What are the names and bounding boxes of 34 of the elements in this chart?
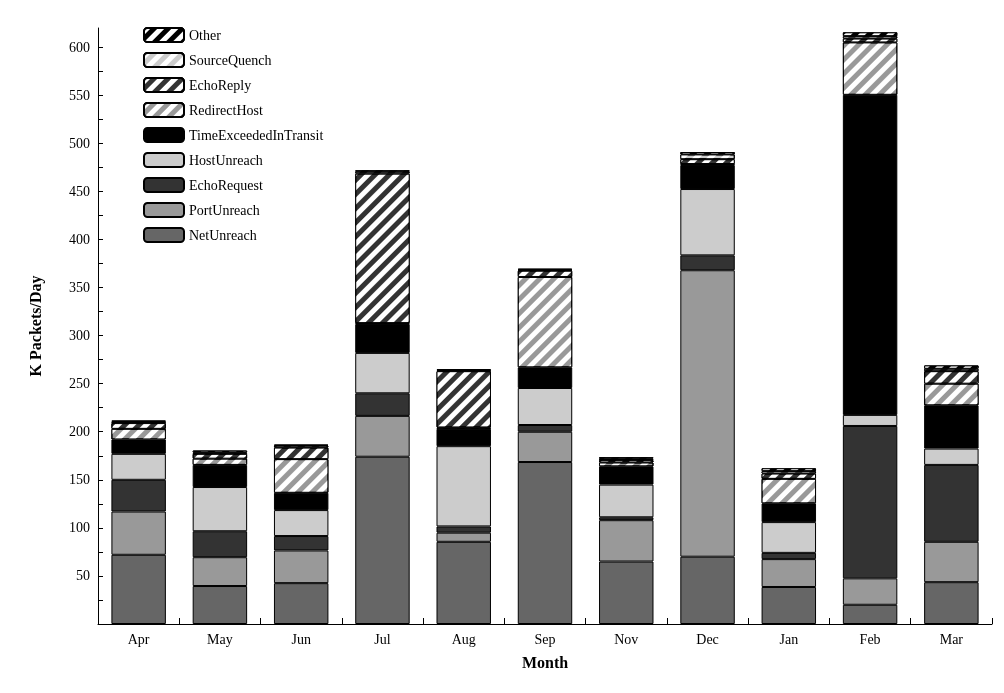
x-tick-label: Aug <box>451 631 476 647</box>
legend-label: HostUnreach <box>189 152 263 168</box>
x-tick-label: Feb <box>859 631 881 647</box>
y-tick-label: 400 <box>69 231 90 247</box>
x-tick-label: Nov <box>614 631 639 647</box>
y-tick-label: 350 <box>69 280 90 296</box>
y-axis-title: K Packets/Day <box>26 275 45 377</box>
y-tick-label: 150 <box>69 472 90 488</box>
legend-label: PortUnreach <box>189 202 260 218</box>
x-tick-label: Jun <box>291 631 311 647</box>
x-axis-title: Month <box>521 653 569 671</box>
y-tick-label: 50 <box>76 568 90 584</box>
x-tick-label: Dec <box>696 631 719 647</box>
legend-label: TimeExceededInTransit <box>189 127 324 143</box>
x-tick-label: Jul <box>374 631 391 647</box>
x-tick-label: Apr <box>127 631 150 647</box>
legend-label: EchoRequest <box>189 177 263 193</box>
y-tick-label: 600 <box>69 39 90 55</box>
legend-label: SourceQuench <box>189 52 272 68</box>
y-tick-label: 500 <box>69 135 90 151</box>
y-tick-label: 100 <box>69 520 90 536</box>
y-tick-label: 250 <box>69 376 90 392</box>
x-tick-label: Sep <box>534 631 556 647</box>
y-tick-label: 300 <box>69 328 90 344</box>
legend-label: RedirectHost <box>189 102 263 118</box>
y-tick-label: 200 <box>69 424 90 440</box>
legend-label: Other <box>189 27 222 43</box>
legend-label: NetUnreach <box>189 227 257 243</box>
legend-label: EchoReply <box>189 77 252 93</box>
y-tick-label: 450 <box>69 183 90 199</box>
x-tick-label: Mar <box>939 631 964 647</box>
y-tick-label: 550 <box>69 87 90 103</box>
x-tick-label: May <box>207 631 233 647</box>
x-tick-label: Jan <box>779 631 799 647</box>
